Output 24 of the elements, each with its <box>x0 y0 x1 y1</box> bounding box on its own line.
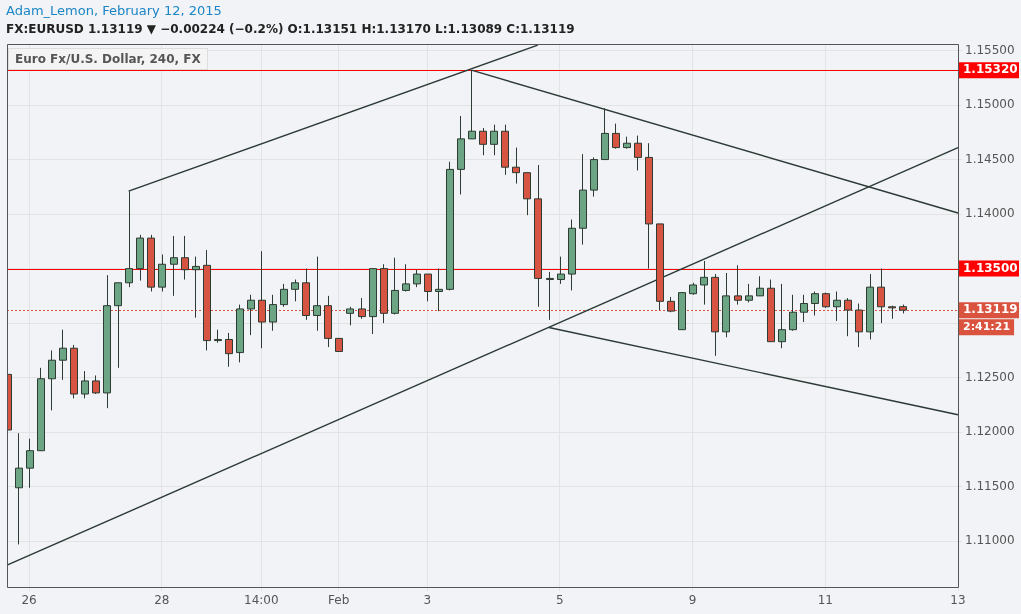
text: Euro Fx/U.S. Dollar, 240, FX <box>8 48 208 70</box>
x-tick-label: 13 <box>950 593 966 608</box>
y-tick-label: 1.14000 <box>965 206 1015 221</box>
y-tick-label: 1.14500 <box>965 151 1015 166</box>
chart-subtitle: FX:EURUSD 1.13119 ▼ −0.00224 (−0.2%) O:1.13151 H:1.13170 L:1.13089 C:1.13119 <box>6 22 575 36</box>
x-tick-label: 3 <box>423 593 432 608</box>
x-tick-label: 28 <box>154 593 170 608</box>
x-tick-label: Feb <box>328 593 350 608</box>
y-tick-label: 1.15000 <box>965 97 1015 112</box>
y-tick-label: 1.11500 <box>965 478 1015 493</box>
ref-line-label: 1.13500 <box>963 260 1018 275</box>
x-tick-label: 9 <box>688 593 697 608</box>
text: 2:41:21 <box>963 320 1011 334</box>
y-tick-label: 1.12500 <box>965 369 1015 384</box>
x-tick-label: 26 <box>21 593 37 608</box>
ref-line-label: 1.15320 <box>963 62 1018 77</box>
ref-line-label: 1.13119 <box>963 302 1018 317</box>
y-tick-label: 1.12000 <box>965 424 1015 439</box>
text: Adam_Lemon, February 12, 2015 <box>6 3 222 18</box>
y-tick-label: 1.15500 <box>965 42 1015 57</box>
y-tick-label: 1.11000 <box>965 533 1015 548</box>
x-tick-label: 14:00 <box>244 593 279 608</box>
x-tick-label: 5 <box>556 593 564 608</box>
x-tick-label: 11 <box>817 593 833 608</box>
